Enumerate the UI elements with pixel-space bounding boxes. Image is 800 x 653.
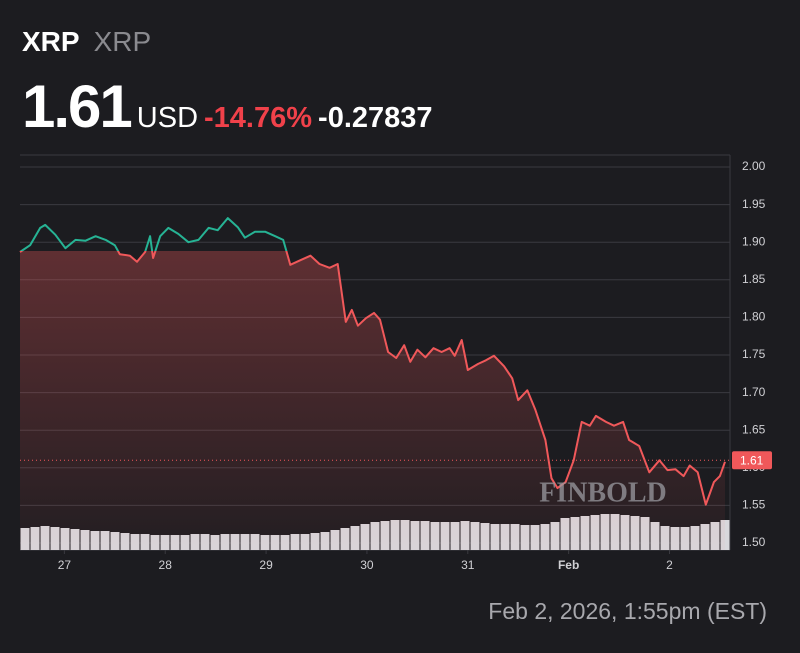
y-tick-label: 1.55 xyxy=(742,498,766,512)
x-tick-label: Feb xyxy=(558,558,579,572)
price-line xyxy=(19,217,726,506)
price-row: 1.61 USD -14.76% -0.27837 xyxy=(22,72,433,141)
y-tick-label: 1.85 xyxy=(742,272,766,286)
asset-name: XRP xyxy=(93,26,152,57)
x-tick-label: 28 xyxy=(159,558,173,572)
y-tick-label: 1.65 xyxy=(742,422,766,436)
change: -0.27837 xyxy=(318,102,433,134)
current-price-box xyxy=(732,451,772,470)
x-tick-label: 27 xyxy=(58,558,72,572)
currency: USD xyxy=(136,102,199,134)
current-price-label: 1.61 xyxy=(740,453,764,467)
y-tick-label: 1.70 xyxy=(742,385,766,399)
y-tick-label: 1.95 xyxy=(742,197,766,211)
y-tick-label: 1.90 xyxy=(742,234,766,248)
x-tick-label: 2 xyxy=(666,558,673,572)
y-tick-label: 2.00 xyxy=(742,159,766,173)
x-tick-label: 31 xyxy=(461,558,475,572)
change-percent: -14.76% xyxy=(204,102,313,134)
symbol: XRP xyxy=(22,26,80,57)
watermark: FINBOLD xyxy=(539,477,667,508)
area-fill xyxy=(20,250,725,550)
price: 1.61 xyxy=(22,73,133,140)
y-tick-label: 1.75 xyxy=(742,347,766,361)
y-tick-label: 1.80 xyxy=(742,310,766,324)
x-tick-label: 30 xyxy=(360,558,374,572)
header: XRP XRP xyxy=(22,26,151,58)
timestamp: Feb 2, 2026, 1:55pm (EST) xyxy=(488,598,767,624)
y-tick-label: 1.50 xyxy=(742,535,766,549)
x-tick-label: 29 xyxy=(259,558,273,572)
